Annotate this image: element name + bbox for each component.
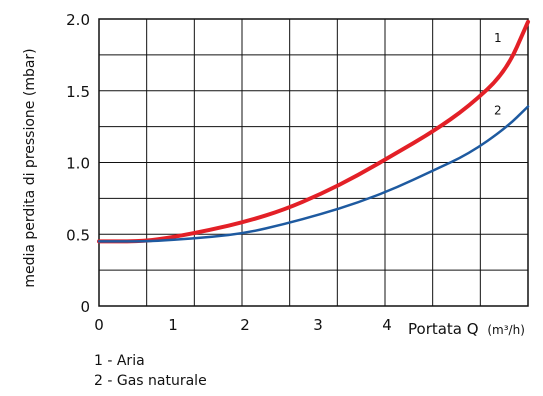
y-tick-label: 2.0 bbox=[66, 11, 90, 29]
legend-item-aria: 1 - Aria bbox=[94, 353, 145, 369]
x-tick-label: 3 bbox=[313, 316, 323, 334]
legend-item-gas-naturale: 2 - Gas naturale bbox=[94, 373, 207, 389]
x-axis-unit: (m³/h) bbox=[487, 323, 525, 337]
series-label-1: 1 bbox=[494, 31, 502, 45]
series-line-1 bbox=[97, 19, 530, 244]
series-line-2 bbox=[97, 105, 530, 243]
series-label-2: 2 bbox=[494, 104, 502, 118]
chart-series-layer bbox=[97, 19, 530, 244]
x-axis-label-text: Portata Q bbox=[408, 320, 479, 338]
x-tick-label: 1 bbox=[168, 316, 178, 334]
chart-series-labels: 12 bbox=[494, 31, 502, 118]
x-tick-label: 2 bbox=[240, 316, 250, 334]
chart-grid bbox=[98, 18, 529, 307]
x-axis-label: Portata Q (m³/h) bbox=[408, 320, 525, 338]
x-tick-label: 4 bbox=[382, 316, 392, 334]
y-tick-label: 1.5 bbox=[66, 83, 90, 101]
x-tick-label: 0 bbox=[94, 316, 104, 334]
y-tick-label: 0.5 bbox=[66, 226, 90, 244]
y-axis-label: media perdita di pressione (mbar) bbox=[22, 48, 38, 287]
y-tick-labels: 0 0.5 1.0 1.5 2.0 bbox=[66, 11, 90, 316]
y-tick-label: 1.0 bbox=[66, 155, 90, 173]
x-tick-labels: 0 1 2 3 4 bbox=[94, 316, 392, 334]
y-tick-label: 0 bbox=[80, 298, 90, 316]
